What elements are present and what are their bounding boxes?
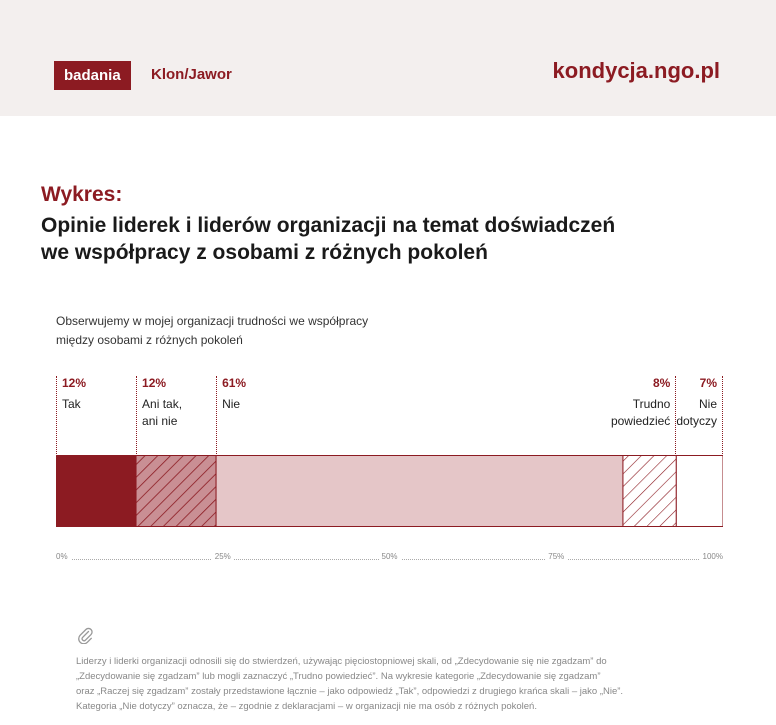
category-label-1: 12% Tak [56, 376, 86, 454]
question-line-2: między osobami z różnych pokoleń [56, 333, 243, 347]
footnote-line-4: Kategoria „Nie dotyczy” oznacza, że – zg… [76, 701, 537, 712]
paperclip-icon [76, 626, 94, 649]
category-name-4-line-2: powiedzieć [610, 414, 671, 428]
x-tick-label-2: 25% [211, 552, 234, 561]
category-name-5-line-1: Nie [698, 397, 717, 411]
x-tick-label-3: 50% [378, 552, 401, 561]
chart-title-line-2: we współpracy z osobami z różnych pokole… [41, 241, 488, 264]
category-name-4-line-1: Trudno [632, 397, 671, 411]
category-name-2-line-1: Ani tak, [142, 397, 183, 411]
bar-segment-2 [135, 455, 217, 527]
category-name-3-line-1: Nie [222, 397, 241, 411]
footnote: Liderzy i liderki organizacji odnosili s… [76, 654, 716, 714]
category-label-4: 8% Trudno powiedzieć [610, 376, 677, 454]
category-label-3: 61% Nie [216, 376, 246, 454]
question-line-1: Obserwujemy w mojej organizacji trudnośc… [56, 314, 369, 328]
x-tick-label-4: 75% [545, 552, 568, 561]
value-label-2: 12% [142, 376, 167, 390]
x-tick-label-1: 0% [56, 552, 71, 561]
x-tick-label-5: 100% [699, 552, 723, 561]
x-axis: 0% 25% 50% 75% 100% [56, 552, 723, 568]
bar-segment-1 [56, 455, 137, 527]
footnote-line-3: oraz „Raczej się zgadzam” zostały przeds… [76, 686, 624, 697]
category-label-5: 7% Nie dotyczy [676, 376, 723, 454]
value-label-4: 8% [652, 376, 671, 390]
chart-title: Opinie liderek i liderów organizacji na … [41, 212, 741, 266]
question-text: Obserwujemy w mojej organizacji trudnośc… [56, 312, 436, 350]
brand-name: Klon/Jawor [151, 66, 232, 83]
category-name-5-line-2: dotyczy [676, 414, 717, 428]
value-label-5: 7% [699, 376, 717, 390]
bar-segment-4 [622, 455, 677, 527]
footnote-line-2: „Zdecydowanie się zgadzam” lub mogli zaz… [76, 671, 601, 682]
bar-segment-5 [675, 455, 723, 527]
bar-segment-3 [215, 455, 624, 527]
category-name-1-line-1: Tak [62, 397, 81, 411]
brand-logo-box: badania [54, 61, 131, 90]
value-label-3: 61% [222, 376, 247, 390]
category-name-2-line-2: ani nie [142, 414, 178, 428]
header-band: badania Klon/Jawor kondycja.ngo.pl [0, 0, 776, 116]
footnote-line-1: Liderzy i liderki organizacji odnosili s… [76, 656, 607, 667]
category-label-2: 12% Ani tak, ani nie [136, 376, 182, 454]
stacked-bar [56, 455, 723, 527]
chart-title-line-1: Opinie liderek i liderów organizacji na … [41, 214, 616, 237]
value-label-1: 12% [62, 376, 87, 390]
site-link[interactable]: kondycja.ngo.pl [552, 58, 720, 83]
chart-label: Wykres: [41, 183, 123, 206]
